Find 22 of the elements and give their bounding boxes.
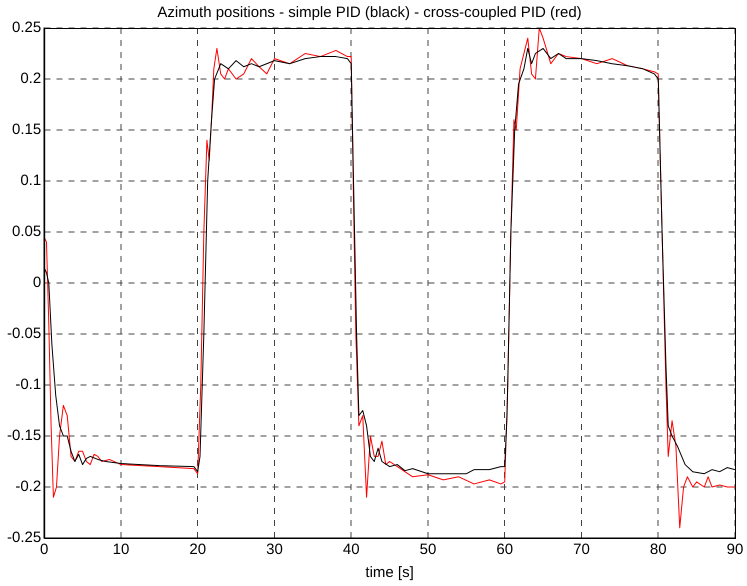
y-tick-label: -0.05 [6,325,42,342]
x-tick-label: 20 [189,541,206,558]
chart-title: Azimuth positions - simple PID (black) - cross-coupled PID (red) [157,4,582,22]
x-axis-title: time [s] [365,564,414,582]
x-tick-label: 80 [650,541,667,558]
y-tick-label: 0.05 [12,223,42,240]
x-tick-label: 10 [112,541,130,558]
y-tick-label: 0.15 [12,121,42,138]
y-tick-label: -0.15 [6,427,42,444]
y-tick-label: -0.2 [15,478,42,496]
x-tick-label: 60 [496,541,514,558]
y-tick-label: 0.2 [20,70,42,88]
x-tick-label: 90 [726,541,744,558]
y-tick-label: 0.25 [12,19,42,36]
y-tick-label: 0.1 [20,172,42,190]
x-tick-label: 50 [420,541,436,558]
y-tick-label: 0 [32,274,42,292]
y-tick-label: -0.1 [15,376,42,394]
x-tick-label: 70 [573,541,590,558]
x-tick-label: 40 [342,541,360,558]
x-tick-label: 30 [266,541,283,558]
y-tick-label: -0.25 [6,529,42,546]
